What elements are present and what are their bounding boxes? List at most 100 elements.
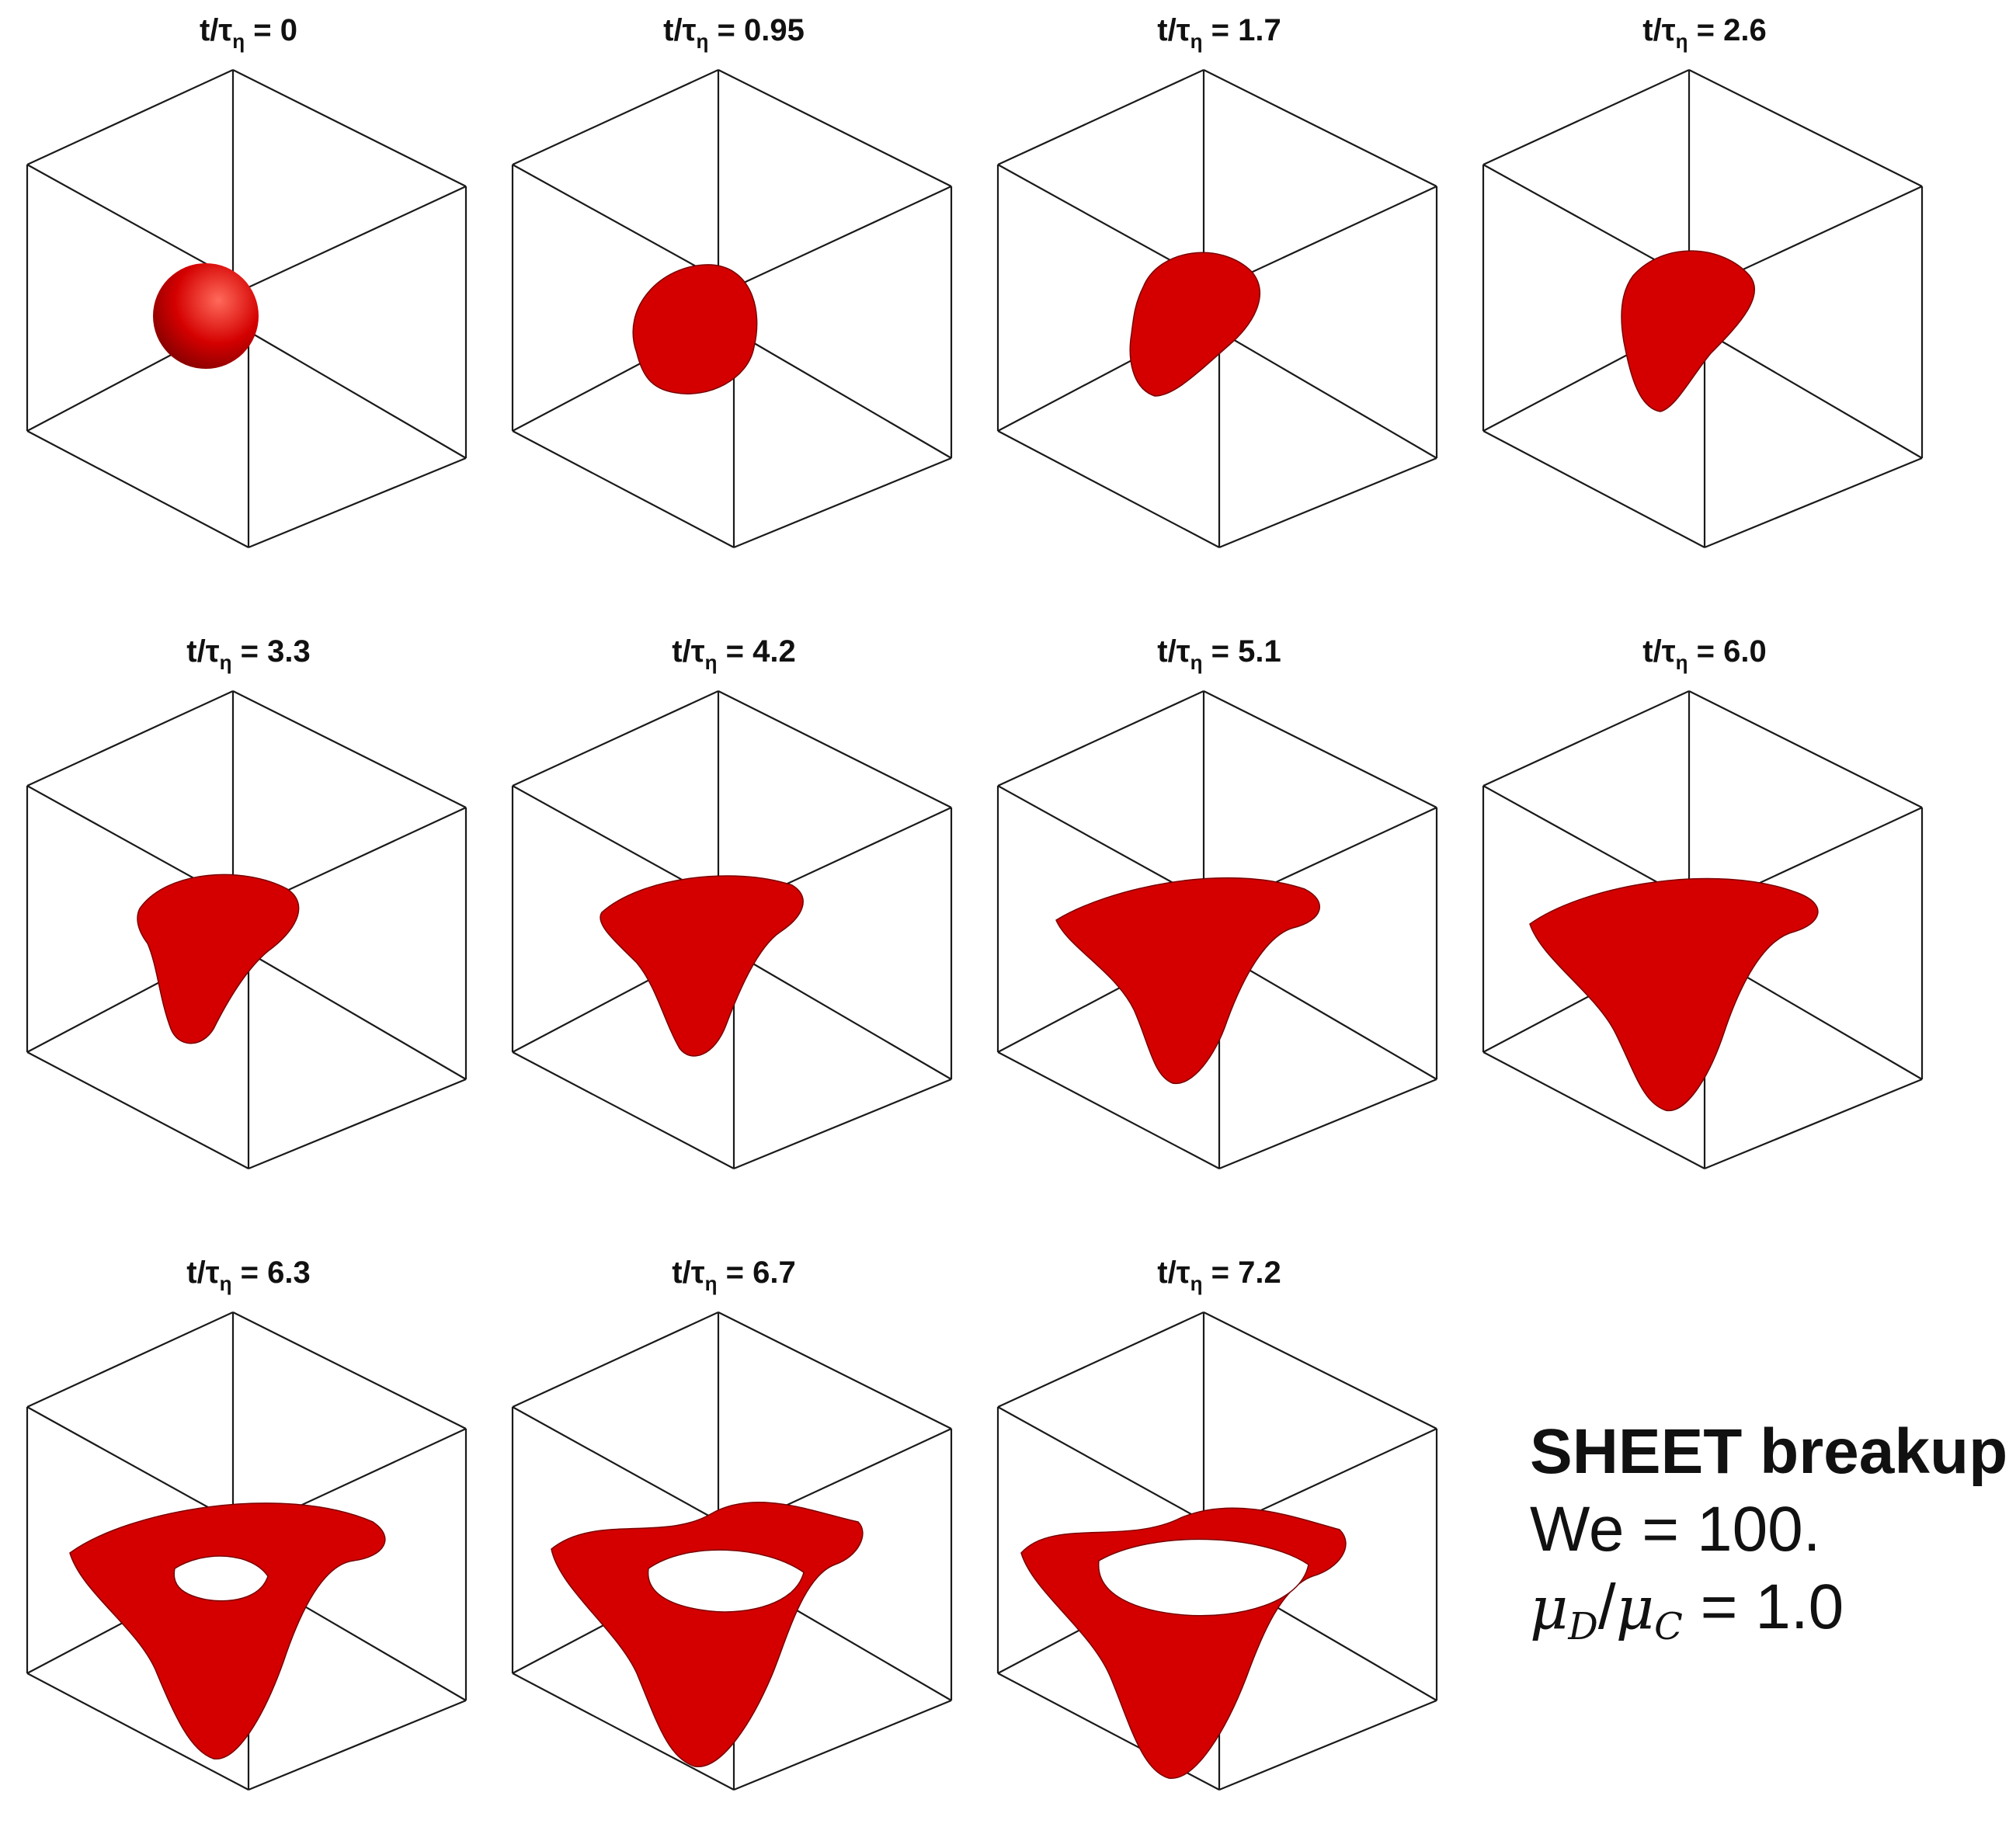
cube-edge: [248, 186, 467, 288]
snapshot-panel: t/τη = 7.2: [986, 1242, 1452, 1848]
domain-cube: [511, 69, 953, 549]
cube-edge: [997, 1406, 1220, 1530]
sheet-hole: [173, 1555, 269, 1602]
cube-edge: [232, 690, 467, 808]
snapshot-panel: t/τη = 0: [16, 0, 481, 606]
time-label: t/τη = 6.0: [1642, 634, 1767, 674]
droplet-scene: [511, 69, 953, 549]
cube-edge: [997, 690, 1204, 787]
cube-edge: [26, 430, 249, 548]
droplet-scene: [1482, 690, 1924, 1170]
cube-edge: [512, 69, 719, 165]
cube-edge: [733, 186, 952, 288]
cube-edge: [512, 690, 719, 787]
droplet-scene: [511, 1311, 953, 1791]
cube-edge: [1688, 321, 1923, 459]
cube-edge: [248, 457, 467, 549]
time-label: t/τη = 2.6: [1642, 13, 1767, 53]
cube-edge: [232, 321, 467, 459]
cube-edge: [26, 69, 234, 165]
time-label: t/τη = 3.3: [186, 634, 311, 674]
cube-edge: [1218, 1078, 1437, 1170]
cube-edge: [232, 943, 467, 1080]
time-label: t/τη = 7.2: [1157, 1256, 1281, 1295]
cube-edge: [1688, 69, 1923, 187]
droplet-shape: [632, 264, 758, 394]
time-label: t/τη = 4.2: [672, 634, 796, 674]
time-label: t/τη = 6.7: [672, 1256, 796, 1295]
cube-edge: [718, 690, 952, 808]
cube-edge: [512, 1311, 719, 1408]
cube-edge: [1218, 186, 1437, 288]
cube-edge: [512, 1673, 735, 1791]
domain-cube: [26, 1311, 468, 1791]
cube-edge: [1688, 690, 1923, 808]
droplet-scene: [996, 69, 1438, 549]
cube-edge: [232, 1311, 467, 1429]
snapshot-panel: t/τη = 6.3: [16, 1242, 481, 1848]
cube-edge: [997, 430, 1220, 548]
cube-edge: [248, 1699, 467, 1791]
cube-edge: [1218, 457, 1437, 549]
droplet-shape: [137, 874, 300, 1044]
droplet-scene: [26, 1311, 468, 1791]
cube-edge: [1203, 1311, 1437, 1429]
cube-edge: [1704, 457, 1923, 549]
cube-edge: [26, 1673, 249, 1791]
droplet-shape: [551, 1502, 864, 1767]
cube-edge: [997, 1051, 1220, 1169]
time-label: t/τη = 0.95: [663, 13, 805, 53]
cube-edge: [26, 1051, 249, 1169]
cube-edge: [718, 1311, 952, 1429]
cube-edge: [733, 1078, 952, 1170]
droplet-shape: [600, 875, 804, 1057]
droplet-scene: [996, 1311, 1438, 1791]
snapshot-panel: t/τη = 6.0: [1472, 621, 1938, 1227]
droplet-scene: [996, 690, 1438, 1170]
cube-edge: [997, 1311, 1204, 1408]
snapshot-panel: t/τη = 0.95: [501, 0, 967, 606]
cube-edge: [718, 69, 952, 187]
cube-edge: [512, 1051, 735, 1169]
time-label: t/τη = 1.7: [1157, 13, 1281, 53]
snapshot-panel: t/τη = 5.1: [986, 621, 1452, 1227]
cube-edge: [733, 1699, 952, 1791]
cube-edge: [512, 430, 735, 548]
cube-edge: [232, 69, 467, 187]
droplet-shape: [69, 1502, 386, 1759]
droplet-shape: [1621, 250, 1755, 412]
cube-edge: [512, 1406, 735, 1530]
snapshot-panel: t/τη = 6.7: [501, 1242, 967, 1848]
cube-edge: [718, 943, 952, 1080]
cube-edge: [733, 457, 952, 549]
droplet-scene: [511, 690, 953, 1170]
viscosity-ratio: μD/μC = 1.0: [1530, 1572, 1844, 1648]
cube-edge: [1482, 430, 1705, 548]
cube-edge: [1482, 69, 1690, 165]
droplet-shape: [1529, 877, 1819, 1111]
parameters-legend: SHEET breakup We = 100. μD/μC = 1.0: [1530, 1413, 2008, 1666]
weber-number: We = 100.: [1530, 1494, 1821, 1565]
snapshot-panel: t/τη = 1.7: [986, 0, 1452, 606]
cube-edge: [26, 690, 234, 787]
droplet-scene: [26, 690, 468, 1170]
time-label: t/τη = 0: [199, 13, 298, 53]
droplet-shape: [1055, 877, 1320, 1085]
snapshot-panel: t/τη = 3.3: [16, 621, 481, 1227]
droplet-scene: [1482, 69, 1924, 549]
cube-edge: [1203, 321, 1437, 459]
cube-edge: [1203, 690, 1437, 808]
time-label: t/τη = 5.1: [1157, 634, 1281, 674]
droplet-scene: [26, 69, 468, 549]
cube-edge: [1482, 1051, 1705, 1169]
cube-edge: [1482, 690, 1690, 787]
snapshot-panel: t/τη = 4.2: [501, 621, 967, 1227]
droplet-shape: [153, 263, 259, 369]
sheet-hole: [647, 1549, 805, 1613]
cube-edge: [1704, 1078, 1923, 1170]
time-label: t/τη = 6.3: [186, 1256, 311, 1295]
legend-title: SHEET breakup: [1530, 1416, 2008, 1487]
cube-edge: [1203, 69, 1437, 187]
droplet-shape: [1129, 252, 1260, 397]
snapshot-panel: t/τη = 2.6: [1472, 0, 1938, 606]
